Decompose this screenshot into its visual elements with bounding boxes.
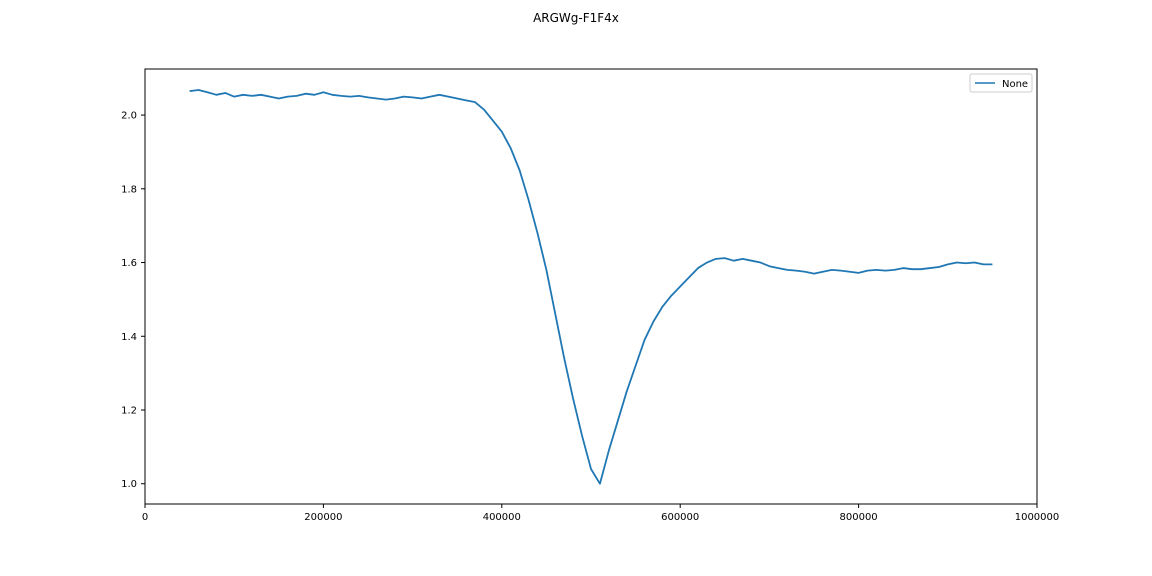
axes: 0 200000 400000 600000 800000 1000000 1.0 1.2 1.… <box>121 68 1060 523</box>
series-line-0 <box>189 89 993 485</box>
legend-box <box>969 73 1033 93</box>
x-tick-label: 400000 <box>483 512 521 523</box>
x-tick-label: 600000 <box>661 512 699 523</box>
x-tick-label: 1000000 <box>1015 512 1060 523</box>
axes-frame <box>144 68 1038 505</box>
y-tick-label: 1.2 <box>121 405 137 416</box>
y-tick-label: 2.0 <box>121 111 137 122</box>
x-tick-label: 200000 <box>304 512 342 523</box>
plot-area <box>189 89 993 485</box>
y-tick-label: 1.0 <box>121 479 137 490</box>
chart-title: ARGWg-F1F4x <box>533 11 619 25</box>
y-tick-label: 1.4 <box>121 332 137 343</box>
x-tick-label: 0 <box>142 512 148 523</box>
y-tick-label: 1.6 <box>121 258 137 269</box>
x-tick-label: 800000 <box>840 512 878 523</box>
legend-label-none: None <box>1002 79 1028 90</box>
legend: None <box>969 73 1033 93</box>
y-tick-label: 1.8 <box>121 184 137 195</box>
